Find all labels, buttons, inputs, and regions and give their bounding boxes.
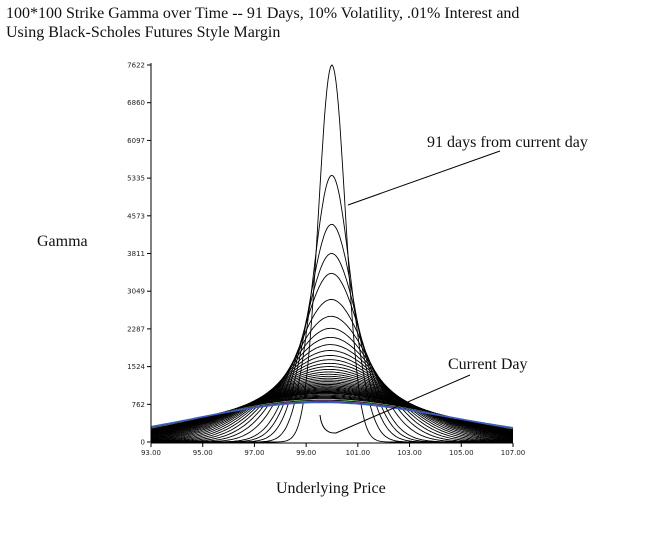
gamma-curve-day-54 [150, 379, 514, 438]
chart-axes: 0 762 1524 2287 3049 3811 4573 5335 6097 6860 7622… [127, 62, 525, 458]
y-tick-label: 5335 [127, 175, 145, 183]
chart-title-line-1: 100*100 Strike Gamma over Time -- 91 Day… [6, 5, 520, 22]
gamma-curve-day-58 [150, 375, 514, 439]
gamma-curve-day-64 [150, 368, 514, 441]
x-tick-label: 103.00 [397, 449, 422, 457]
gamma-curve-day-87 [151, 253, 513, 443]
gamma-curve-day-72 [150, 355, 513, 442]
gamma-curve-day-78 [151, 336, 513, 443]
gamma-curve-day-76 [151, 344, 514, 443]
gamma-curve-day-80 [151, 327, 513, 443]
y-tick-label: 3811 [127, 250, 145, 258]
annotation-current-day-pointer [319, 374, 471, 434]
y-tick-label: 1524 [127, 363, 145, 371]
gamma-curve-day-60 [150, 373, 514, 440]
x-tick-label: 95.00 [193, 449, 213, 457]
y-tick-label: 7622 [127, 62, 145, 70]
y-tick-label: 3049 [127, 288, 145, 296]
y-tick-label: 6097 [127, 137, 145, 145]
gamma-curve-day-0 [150, 401, 514, 429]
y-tick-label: 762 [132, 401, 145, 409]
x-tick-label: 97.00 [244, 449, 264, 457]
x-tick-label: 105.00 [449, 449, 474, 457]
x-tick-label: 101.00 [346, 449, 371, 457]
y-axis-label: Gamma [37, 233, 88, 250]
chart-title: 100*100 Strike Gamma over Time -- 91 Day… [6, 4, 656, 42]
gamma-curve-day-52 [150, 381, 514, 437]
gamma-curves [150, 64, 514, 443]
gamma-curve-day-84 [151, 299, 513, 443]
y-tick-label: 6860 [127, 99, 145, 107]
annotation-current-day: Current Day [448, 356, 528, 373]
gamma-curve-day-88 [151, 223, 513, 443]
x-tick-label: 93.00 [141, 449, 161, 457]
annotation-91-days-pointer [347, 150, 501, 206]
chart-title-line-2: Using Black-Scholes Futures Style Margin [6, 24, 281, 41]
chart-annotations: 91 days from current day Current Day [319, 134, 588, 434]
x-tick-label: 107.00 [501, 449, 526, 457]
y-tick-label: 0 [141, 439, 145, 447]
gamma-curve-day-74 [151, 350, 513, 443]
x-axis-label: Underlying Price [276, 480, 386, 497]
gamma-curve-day-82 [151, 315, 513, 443]
annotation-91-days: 91 days from current day [427, 134, 588, 151]
gamma-curve-day-62 [150, 371, 514, 440]
y-tick-label: 4573 [127, 212, 145, 220]
y-tick-label: 2287 [127, 325, 145, 333]
gamma-curve-day-70 [150, 359, 514, 442]
x-tick-label: 99.00 [296, 449, 316, 457]
gamma-curve-day-68 [150, 362, 514, 442]
gamma-curve-day-56 [150, 377, 514, 438]
gamma-curve-day-66 [150, 366, 514, 441]
